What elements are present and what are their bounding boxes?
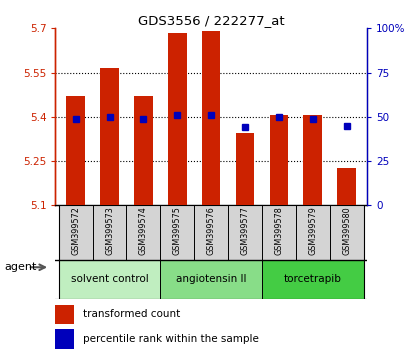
Text: torcetrapib: torcetrapib xyxy=(283,274,341,284)
Bar xyxy=(201,31,220,205)
Bar xyxy=(58,205,92,260)
Text: solvent control: solvent control xyxy=(70,274,148,284)
Bar xyxy=(66,96,85,205)
Bar xyxy=(329,205,363,260)
Bar xyxy=(160,205,194,260)
Bar xyxy=(194,205,227,260)
Bar xyxy=(92,205,126,260)
Text: angiotensin II: angiotensin II xyxy=(175,274,246,284)
Text: GSM399573: GSM399573 xyxy=(105,206,114,255)
Bar xyxy=(337,169,355,205)
Bar xyxy=(58,260,160,299)
Text: GSM399576: GSM399576 xyxy=(206,206,215,255)
Bar xyxy=(168,33,186,205)
Text: GSM399578: GSM399578 xyxy=(274,206,283,255)
Bar xyxy=(100,68,119,205)
Bar xyxy=(261,205,295,260)
Text: GSM399577: GSM399577 xyxy=(240,206,249,255)
Text: GSM399575: GSM399575 xyxy=(172,206,181,255)
Text: GSM399580: GSM399580 xyxy=(341,206,350,255)
Bar xyxy=(261,260,363,299)
Bar xyxy=(227,205,261,260)
Bar xyxy=(160,260,261,299)
Bar xyxy=(235,133,254,205)
Bar xyxy=(134,96,153,205)
Bar xyxy=(303,115,321,205)
Bar xyxy=(55,329,74,348)
Text: percentile rank within the sample: percentile rank within the sample xyxy=(83,334,258,344)
Bar xyxy=(295,205,329,260)
Text: transformed count: transformed count xyxy=(83,309,180,320)
Bar xyxy=(269,115,288,205)
Text: GSM399574: GSM399574 xyxy=(139,206,148,255)
Title: GDS3556 / 222277_at: GDS3556 / 222277_at xyxy=(137,14,284,27)
Text: GSM399572: GSM399572 xyxy=(71,206,80,255)
Bar xyxy=(55,304,74,324)
Bar xyxy=(126,205,160,260)
Text: GSM399579: GSM399579 xyxy=(308,206,317,255)
Text: agent: agent xyxy=(4,262,36,272)
